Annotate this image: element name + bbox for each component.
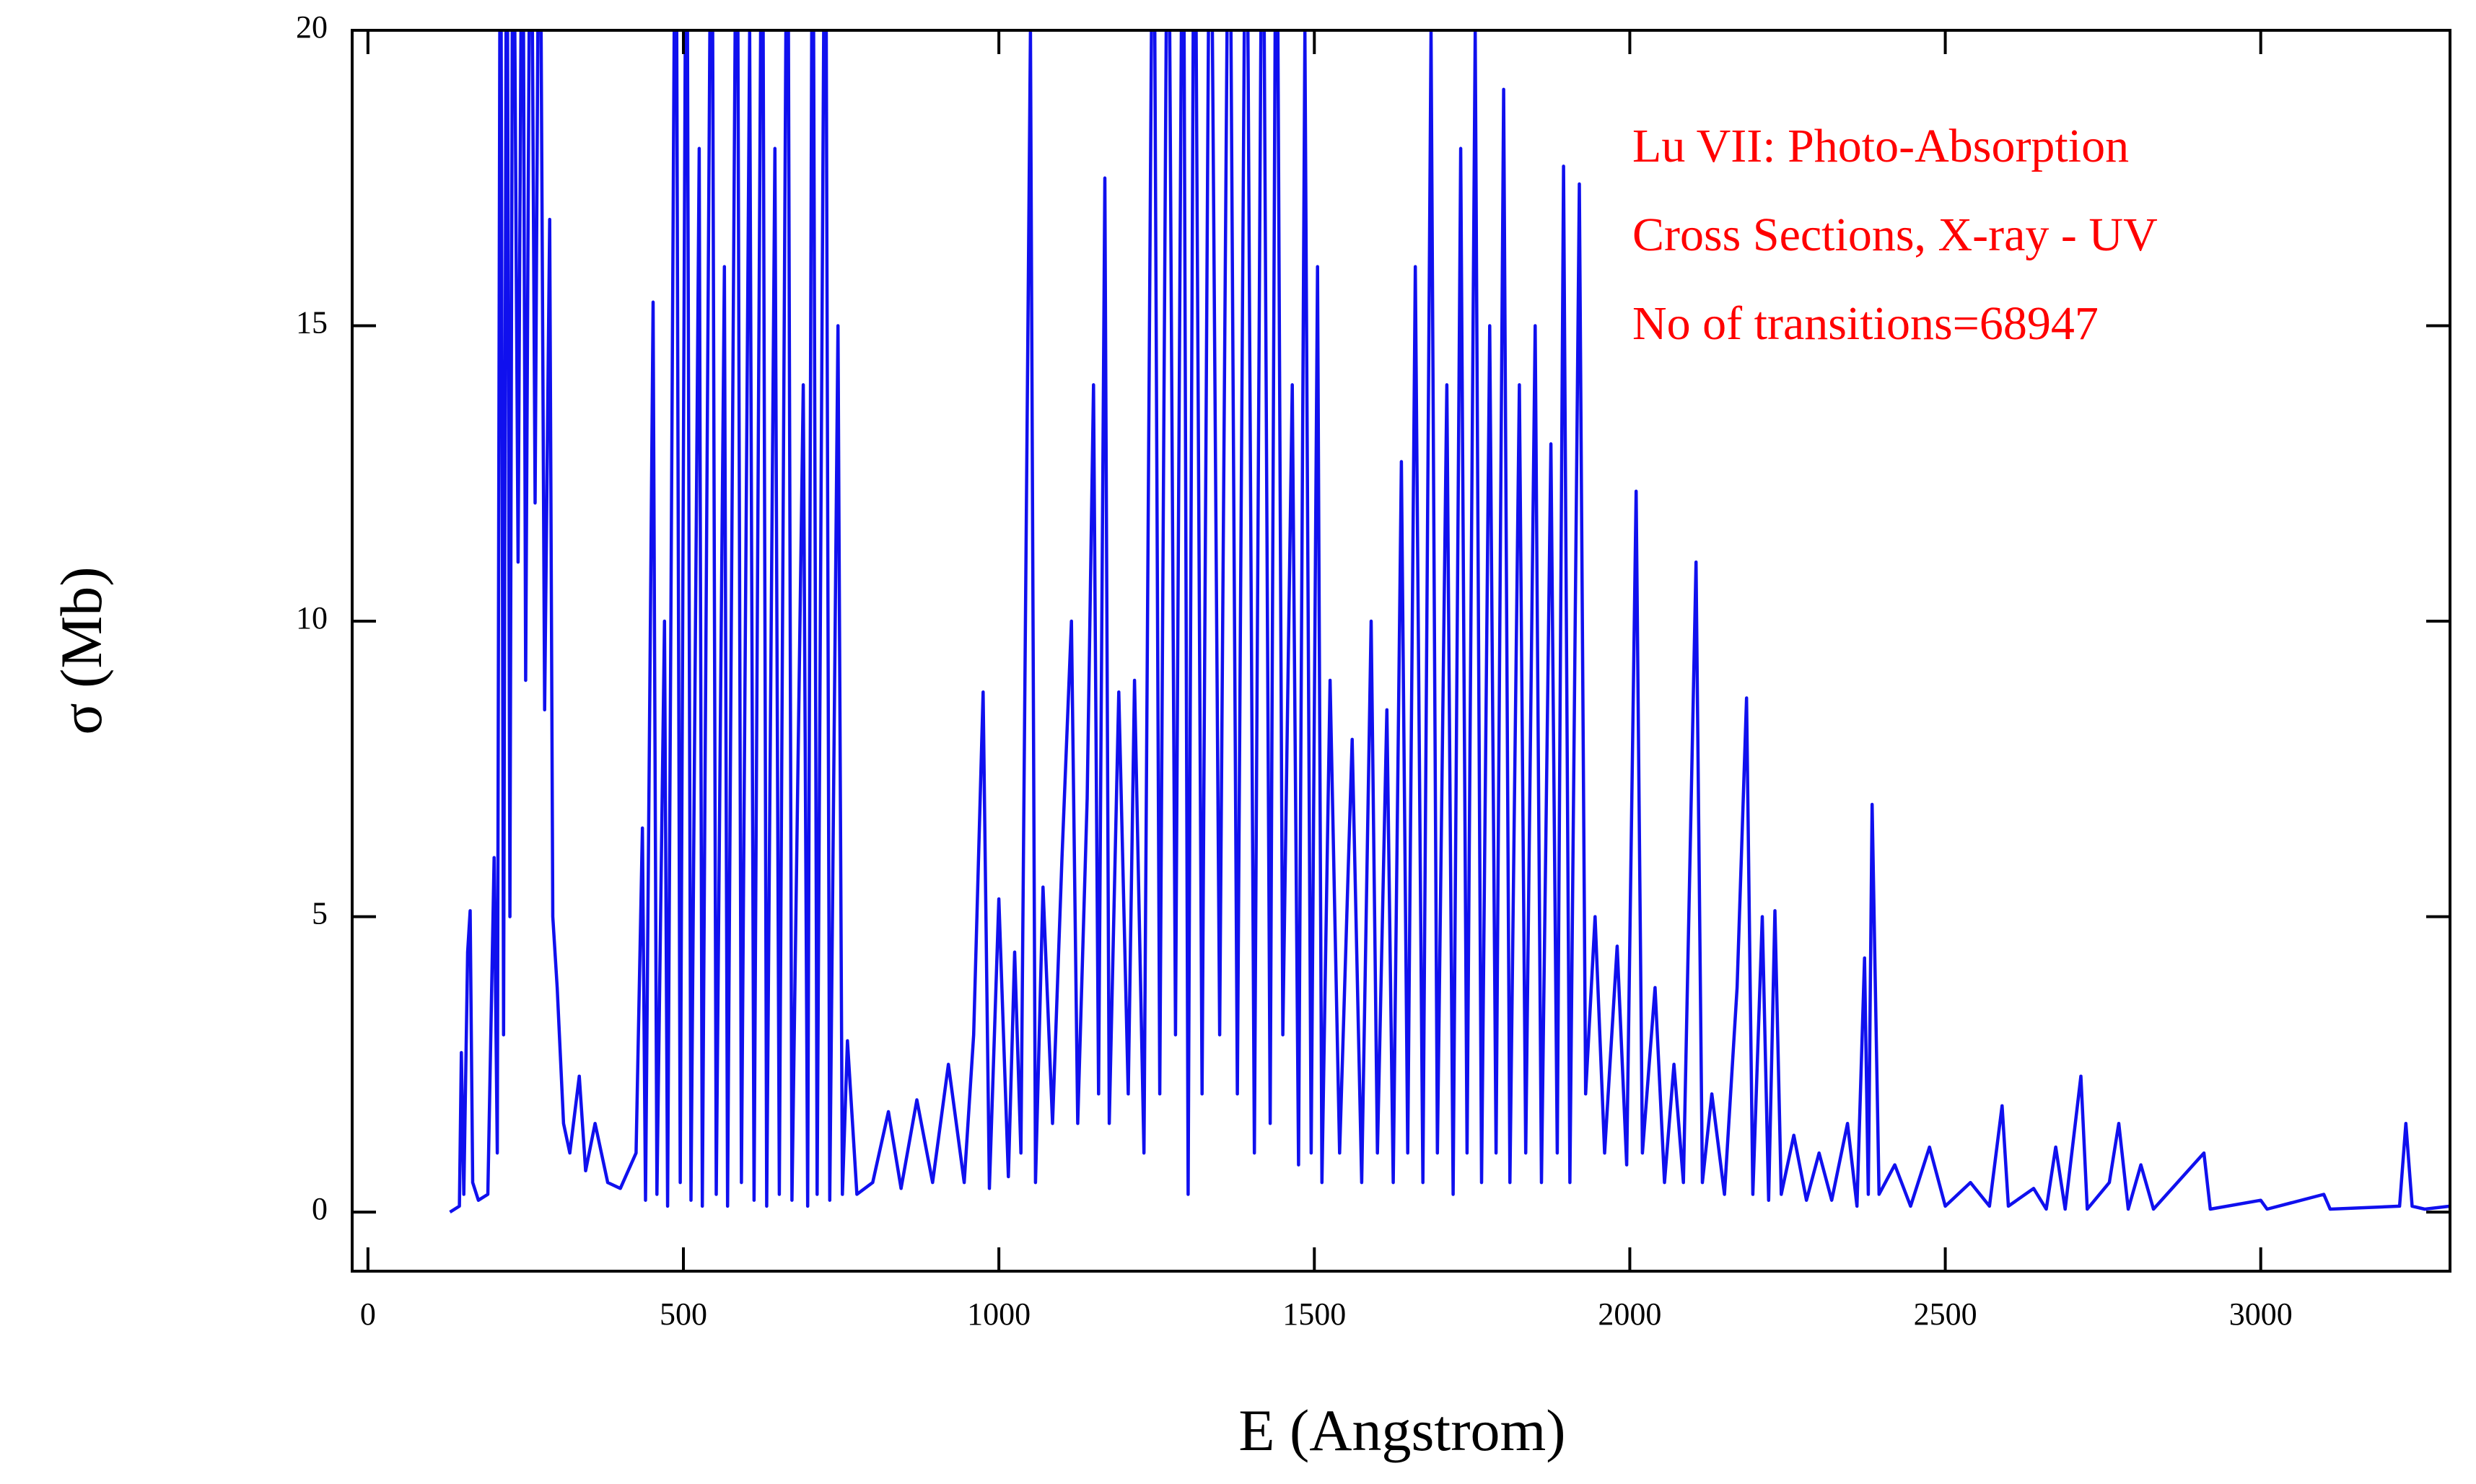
y-tick-label: 5 xyxy=(312,896,328,931)
x-tick-label: 0 xyxy=(360,1296,376,1332)
x-axis-label: E (Angstrom) xyxy=(1238,1397,1565,1463)
spectrum-line xyxy=(449,30,2450,1214)
x-tick-label: 3000 xyxy=(2229,1296,2293,1332)
annotation: Lu VII: Photo-Absorption xyxy=(1632,120,2129,172)
annotation: No of transitions=68947 xyxy=(1632,297,2099,350)
x-tick-label: 2000 xyxy=(1598,1296,1661,1332)
y-tick-label: 0 xyxy=(312,1191,328,1226)
y-tick-label: 10 xyxy=(296,600,328,636)
y-tick-label: 15 xyxy=(296,305,328,341)
annotation: Cross Sections, X-ray - UV xyxy=(1632,208,2158,261)
x-tick-label: 1500 xyxy=(1282,1296,1346,1332)
x-tick-label: 1000 xyxy=(967,1296,1031,1332)
plot-frame xyxy=(351,29,2451,1273)
x-tick-label: 500 xyxy=(660,1296,707,1332)
y-tick-label: 20 xyxy=(296,9,328,45)
y-axis-label: σ (Mb) xyxy=(48,566,114,734)
x-tick-label: 2500 xyxy=(1914,1296,1977,1332)
